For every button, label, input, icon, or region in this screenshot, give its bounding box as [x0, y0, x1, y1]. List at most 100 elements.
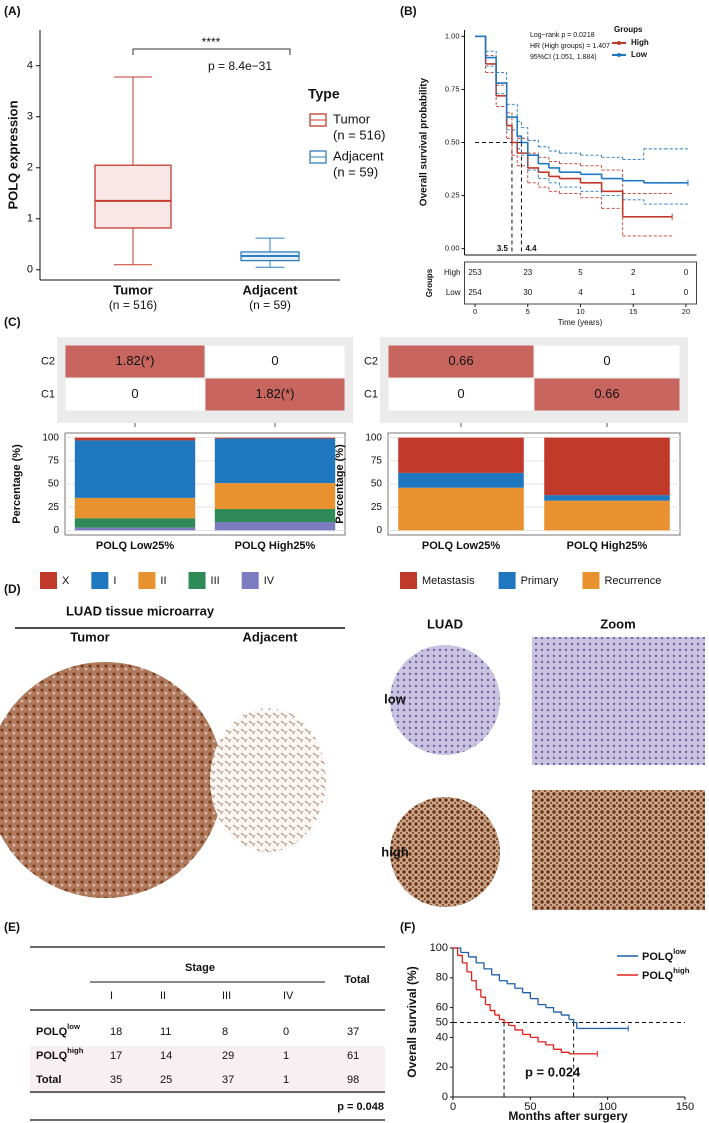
heatmap-cell — [204, 344, 346, 379]
y-tick-label: 0.25 — [445, 191, 460, 200]
row-label: C2 — [364, 355, 378, 367]
survival-step — [496, 95, 508, 126]
panel-label: (B) — [400, 4, 417, 18]
row-label-main: POLQ — [36, 1026, 68, 1038]
ci-step — [506, 112, 513, 130]
row-label: C1 — [364, 388, 378, 400]
survival-step — [511, 141, 519, 154]
column-header: Tumor — [70, 629, 109, 644]
survival-step — [494, 1014, 501, 1020]
legend-note: (n = 59) — [333, 164, 378, 179]
cell: 11 — [160, 1026, 171, 1038]
ci-step — [521, 127, 529, 141]
bar-segment — [214, 437, 336, 439]
column-header: I — [110, 990, 113, 1002]
y-tick-label: 50 — [48, 479, 60, 490]
cell: 37 — [222, 1074, 234, 1086]
cell-label: 0 — [603, 353, 610, 368]
low-core-image — [390, 645, 500, 755]
ci-step — [521, 154, 529, 171]
y-tick-label: 25 — [48, 502, 60, 513]
ci-step — [475, 35, 487, 67]
ci-step — [475, 35, 487, 73]
legend-label: II — [160, 575, 166, 587]
ci-step — [622, 199, 645, 205]
group-header: Stage — [185, 962, 215, 974]
survival-step — [573, 1021, 578, 1029]
ci-step — [601, 169, 624, 194]
ci-step — [517, 137, 529, 154]
ci-step — [580, 190, 603, 196]
survival-step — [530, 998, 539, 1005]
y-tick-label: 75 — [48, 455, 60, 466]
risk-table-frame — [464, 261, 697, 305]
low-zoom-image — [532, 637, 705, 765]
ci-step — [538, 186, 550, 192]
legend-swatch — [188, 572, 206, 589]
x-tick-label: 100 — [598, 1101, 616, 1113]
legend-label-sup: low — [673, 947, 686, 956]
row-label: POLQhigh — [36, 1046, 84, 1062]
cell: 18 — [110, 1026, 122, 1038]
ci-step — [580, 197, 603, 209]
significance: **** — [202, 35, 221, 49]
survival-step — [485, 56, 497, 84]
row-label: POLQlow — [36, 1022, 80, 1038]
cell: 8 — [222, 1026, 228, 1038]
y-axis-label: Percentage (%) — [334, 444, 346, 524]
column-header: Zoom — [600, 616, 635, 631]
bar-segment — [398, 472, 524, 488]
survival-step — [496, 82, 508, 118]
y-axis-label: Overall survival probability — [419, 77, 430, 206]
row-band — [30, 1046, 385, 1094]
survival-step — [527, 154, 540, 164]
legend-swatch — [40, 572, 57, 589]
ci-step — [548, 190, 560, 194]
survival-step — [545, 1044, 555, 1050]
legend-label: Recurrence — [604, 575, 661, 587]
ci-step — [485, 55, 497, 86]
high-zoom-image — [532, 790, 705, 910]
survival-step — [462, 962, 468, 972]
cell-label: 1.82(*) — [115, 353, 154, 368]
x-tick-label: 0 — [450, 1101, 456, 1113]
risk-count: 2 — [631, 268, 636, 277]
risk-count: 0 — [684, 288, 689, 297]
legend-label: High — [631, 38, 649, 47]
adjacent-core-image — [210, 708, 326, 852]
survival-step — [553, 1011, 562, 1016]
survival-step — [476, 989, 482, 998]
survival-step — [485, 63, 497, 96]
cell: 0 — [283, 1026, 289, 1038]
y-tick-label: 50 — [436, 1016, 448, 1028]
y-tick-label: 0.75 — [445, 84, 460, 93]
risk-table-ylabel: Groups — [425, 268, 434, 297]
ci-step — [527, 182, 539, 188]
bar-segment — [214, 522, 336, 531]
ci-step — [559, 163, 581, 166]
legend-swatch — [241, 572, 259, 589]
survival-step — [580, 182, 603, 192]
row-label-sup: low — [67, 1022, 80, 1031]
survival-step — [580, 173, 603, 179]
bar-segment — [214, 438, 336, 484]
row-label: high — [381, 844, 408, 859]
y-tick-label: 0.00 — [445, 244, 460, 253]
cell-label: 0 — [271, 353, 278, 368]
survival-step — [538, 1003, 547, 1008]
row-label: C2 — [41, 355, 55, 367]
survival-step — [561, 1014, 570, 1020]
survival-step — [499, 980, 508, 984]
risk-count: 253 — [468, 268, 482, 277]
legend-label-main: POLQ — [642, 970, 674, 982]
survival-step — [622, 179, 645, 183]
panel-label: (E) — [4, 920, 20, 934]
median-label: 3.5 — [497, 244, 509, 253]
survival-step — [468, 956, 477, 963]
x-tick-label: 5 — [526, 307, 530, 316]
survival-step — [548, 167, 561, 173]
heatmap-cell — [64, 377, 206, 412]
survival-step — [601, 190, 624, 217]
